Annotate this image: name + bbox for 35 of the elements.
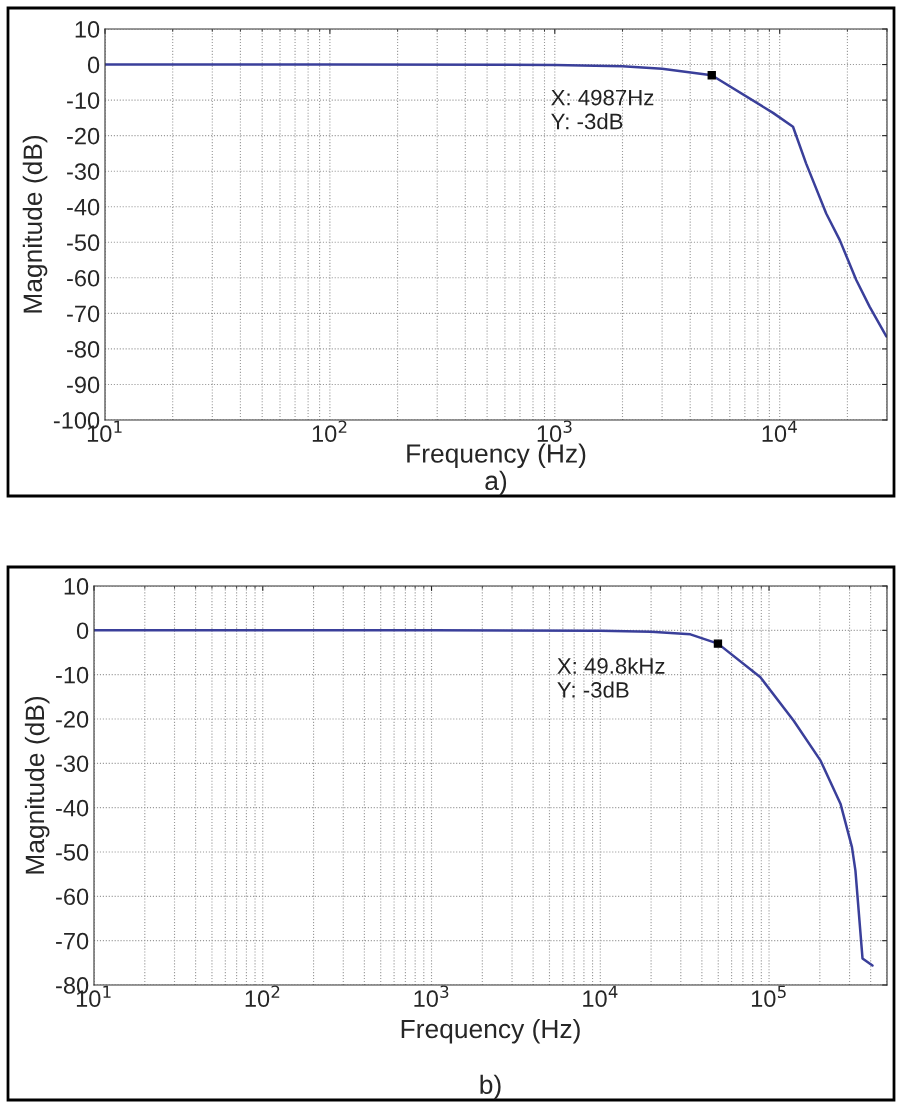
x-tick-label: 10$^{4}$ — [762, 420, 797, 443]
x-axis-title: Frequency (Hz) — [401, 1018, 580, 1044]
y-tick-label: -20 — [56, 711, 89, 728]
text: a) — [485, 470, 507, 496]
y-axis-title: Magnitude (dB) — [22, 135, 48, 313]
y-tick-label: -90 — [67, 376, 100, 394]
y-axis-title: Magnitude (dB) — [24, 696, 50, 874]
y-tick-label: 0 — [76, 622, 89, 640]
y-tick-label: -60 — [67, 269, 100, 287]
y-tick-label: -70 — [56, 932, 89, 950]
x-tick-label: 10$^{3}$ — [537, 420, 572, 443]
x-axis-title: Frequency (Hz) — [407, 443, 586, 469]
text: b) — [480, 1074, 501, 1100]
annotation: X: 49.8kHz Y: -3dB — [557, 657, 665, 698]
y-tick-label: -40 — [67, 198, 100, 216]
y-tick-label: -20 — [67, 127, 100, 145]
y-tick-label: 10 — [75, 21, 100, 38]
y-tick-label: -60 — [56, 888, 89, 906]
y-tick-label: 0 — [87, 56, 100, 74]
y-tick-label: -10 — [67, 92, 100, 109]
y-tick-label: -50 — [56, 844, 89, 861]
y-tick-label: -10 — [56, 666, 89, 684]
y-tick-label: -80 — [67, 340, 100, 358]
y-tick-label: 10 — [64, 578, 89, 595]
annotation: X: 4987Hz Y: -3dB — [551, 89, 654, 130]
x-tick-label: 10$^{4}$ — [583, 985, 618, 1008]
x-tick-label: 10$^{5}$ — [751, 985, 786, 1008]
x-tick-label: 10$^{2}$ — [312, 420, 347, 443]
y-tick-label: -30 — [67, 163, 100, 180]
y-tick-label: -70 — [67, 305, 100, 323]
x-tick-label: 10$^{2}$ — [245, 985, 280, 1008]
x-tick-label: 10$^{3}$ — [414, 985, 449, 1008]
y-tick-label: -40 — [56, 799, 89, 817]
y-tick-label: -30 — [56, 755, 89, 773]
y-tick-label: -50 — [67, 234, 100, 252]
